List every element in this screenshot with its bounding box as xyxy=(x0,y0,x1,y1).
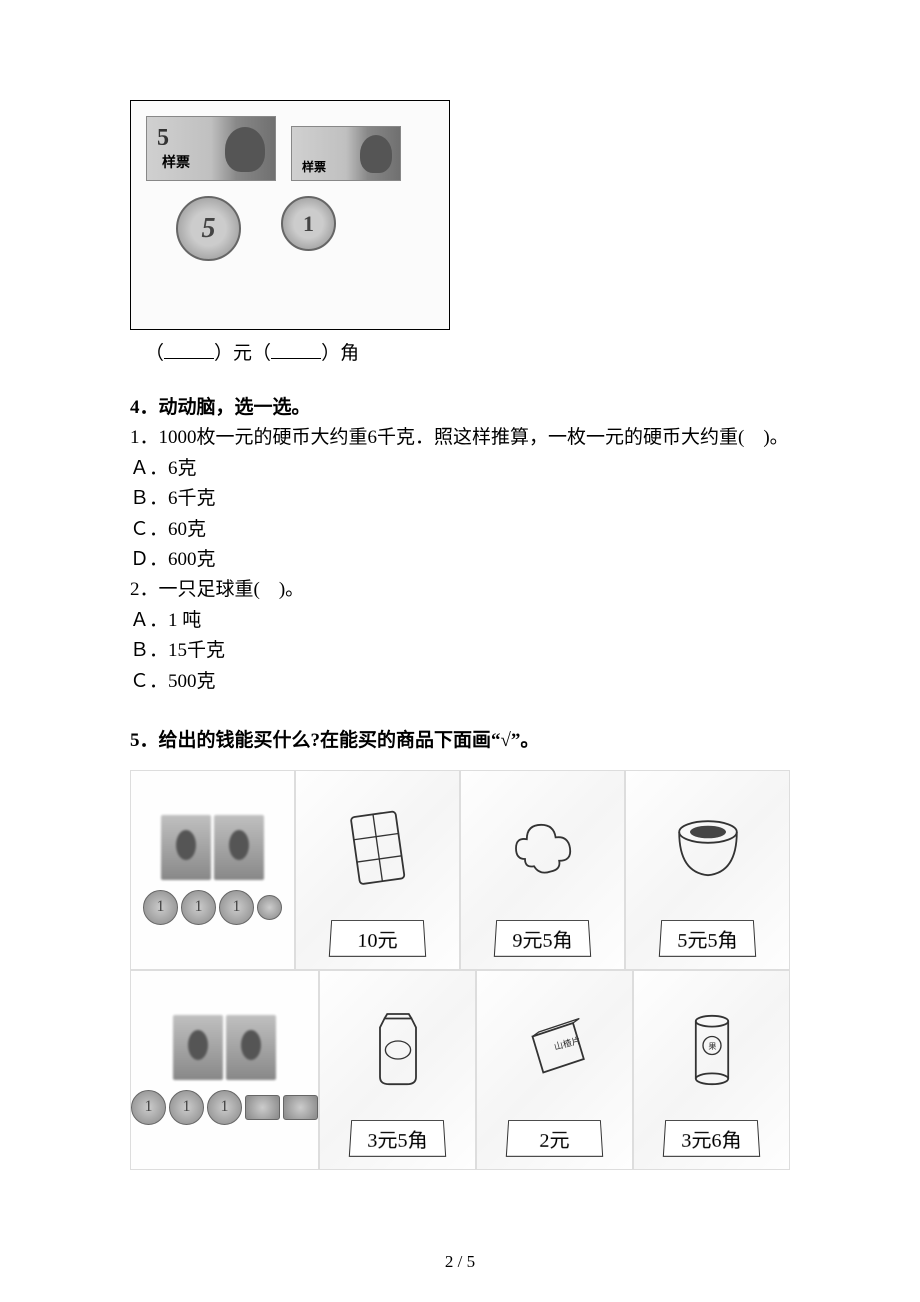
svg-text:山楂片: 山楂片 xyxy=(552,1034,581,1052)
coins-icon: 111 xyxy=(143,890,282,925)
q5-money-2: 111 xyxy=(130,970,319,1170)
item-chocolate[interactable]: 10元 xyxy=(295,770,460,970)
question-5: 5．给出的钱能买什么?在能买的商品下面画“√”。 111 10元 xyxy=(130,725,790,1170)
q4-2-optA[interactable]: Ａ．1 吨 xyxy=(130,606,790,636)
q4-1-optA[interactable]: Ａ．6克 xyxy=(130,454,790,484)
svg-text:果: 果 xyxy=(708,1042,716,1051)
specimen-label: 样票 xyxy=(162,152,190,172)
bills-icon xyxy=(161,815,264,880)
q5-row-2: 111 3元5角 山楂片 2元 xyxy=(130,970,790,1170)
q3-fill-blank: （）元（）角 xyxy=(130,338,790,365)
banknote-small: 样票 xyxy=(291,126,401,181)
coins-icon: 111 xyxy=(131,1090,318,1125)
q5-money-1: 111 xyxy=(130,770,295,970)
item-jelly-cup[interactable]: 5元5角 xyxy=(625,770,790,970)
q4-1-stem: 1．1000枚一元的硬币大约重6千克．照这样推算，一枚一元的硬币大约重( )。 xyxy=(130,423,790,453)
pouch-icon xyxy=(353,1005,443,1095)
price-tag: 9元5角 xyxy=(494,920,591,957)
q4-1-optD[interactable]: Ｄ．600克 xyxy=(130,545,790,575)
q4-1-optC[interactable]: Ｃ．60克 xyxy=(130,515,790,545)
coin-row xyxy=(146,196,434,261)
can-icon: 果 xyxy=(667,1005,757,1095)
item-juice-can[interactable]: 果 3元6角 xyxy=(633,970,790,1170)
price-tag: 3元6角 xyxy=(663,1120,760,1157)
q5-grid: 111 10元 9元5角 xyxy=(130,770,790,1170)
unit-jiao: 角 xyxy=(340,343,359,364)
blank-yuan[interactable] xyxy=(164,358,214,359)
q3-currency-figure: 样票 样票 xyxy=(130,100,450,330)
specimen-label: 样票 xyxy=(302,158,326,175)
portrait-icon xyxy=(360,135,392,173)
paren-close: ） xyxy=(321,343,340,364)
paren-open: （ xyxy=(252,343,271,364)
price-tag: 10元 xyxy=(329,920,426,957)
packet-icon: 山楂片 xyxy=(510,1005,600,1095)
coin-5-jiao xyxy=(176,196,241,261)
q4-2-stem: 2．一只足球重( )。 xyxy=(130,575,790,605)
item-hawthorn[interactable]: 山楂片 2元 xyxy=(476,970,633,1170)
bills-icon xyxy=(173,1015,276,1080)
item-cloud-snack[interactable]: 9元5角 xyxy=(460,770,625,970)
q4-title: 4．动动脑，选一选。 xyxy=(130,393,790,423)
item-pouch-snack[interactable]: 3元5角 xyxy=(319,970,476,1170)
blank-jiao[interactable] xyxy=(271,358,321,359)
cup-icon xyxy=(663,805,753,895)
q5-row-1: 111 10元 9元5角 xyxy=(130,770,790,970)
banknote-row: 样票 样票 xyxy=(146,116,434,181)
banknote-5-yuan: 样票 xyxy=(146,116,276,181)
cloud-icon xyxy=(498,805,588,895)
price-tag: 5元5角 xyxy=(659,920,756,957)
page-number: 2 / 5 xyxy=(0,1252,920,1272)
price-tag: 2元 xyxy=(506,1120,603,1157)
paren-close: ） xyxy=(214,343,233,364)
question-4: 4．动动脑，选一选。 1．1000枚一元的硬币大约重6千克．照这样推算，一枚一元… xyxy=(130,393,790,697)
q4-2-optC[interactable]: Ｃ．500克 xyxy=(130,667,790,697)
paren-open: （ xyxy=(145,343,164,364)
q5-title: 5．给出的钱能买什么?在能买的商品下面画“√”。 xyxy=(130,725,790,752)
unit-yuan: 元 xyxy=(233,343,252,364)
q4-1-optB[interactable]: Ｂ．6千克 xyxy=(130,484,790,514)
price-tag: 3元5角 xyxy=(349,1120,446,1157)
chocolate-icon xyxy=(333,805,423,895)
coin-1-jiao xyxy=(281,196,336,251)
portrait-icon xyxy=(225,127,265,172)
q4-2-optB[interactable]: Ｂ．15千克 xyxy=(130,636,790,666)
